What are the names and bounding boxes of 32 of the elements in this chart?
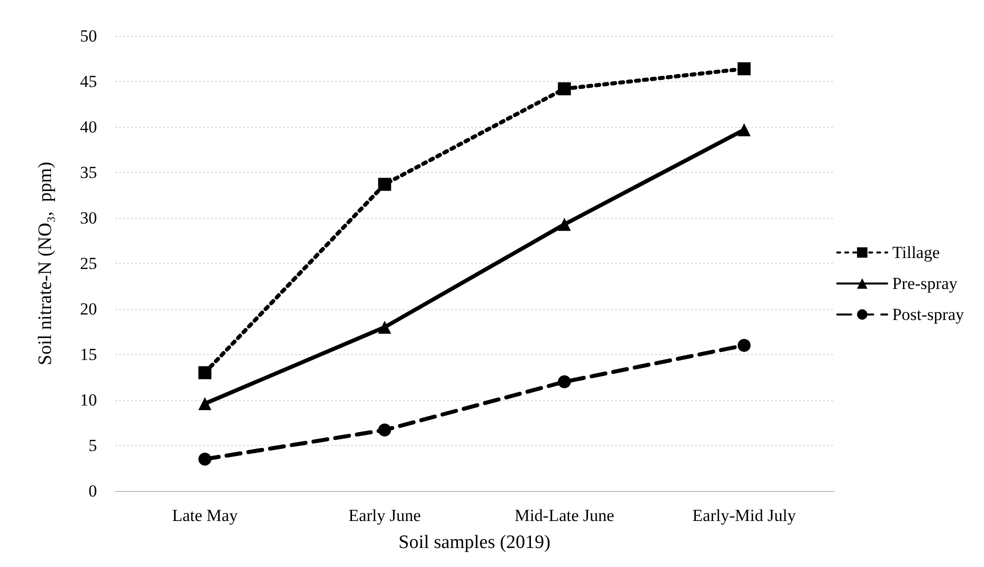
y-tick-label: 20 [80,300,97,318]
point [738,123,751,136]
y-tick-label: 30 [80,208,97,228]
legend-label: Post-spray [892,305,964,324]
y-tick-label: 25 [80,254,97,273]
point [558,218,571,231]
y-tick-label: 45 [80,72,97,91]
legend-label: Tillage [892,243,940,262]
x-tick-label: Late May [172,506,238,525]
y-tick-label: 15 [80,345,97,364]
point [558,375,571,388]
y-tick-label: 50 [80,26,97,46]
y-tick-label: 40 [80,118,97,136]
x-tick-label: Mid-Late June [514,506,614,525]
point [198,366,212,380]
y-axis-title: Soil nitrate-N (NO₃, ppm) [35,162,56,366]
point [378,424,392,437]
point [378,178,392,191]
x-tick-label: Early-Mid July [692,506,796,525]
point [198,397,212,410]
x-tick-label: Early June [348,506,421,525]
legend-label: Pre-spray [892,274,958,293]
y-tick-label: 10 [80,390,97,410]
x-axis-title: Soil samples (2019) [398,532,550,553]
y-tick-label: 5 [88,436,97,455]
point [198,452,212,466]
point [738,338,751,352]
point [558,82,571,96]
point [738,62,751,76]
y-tick-label: 0 [88,482,97,500]
point [378,320,392,334]
y-tick-label: 35 [80,163,97,182]
